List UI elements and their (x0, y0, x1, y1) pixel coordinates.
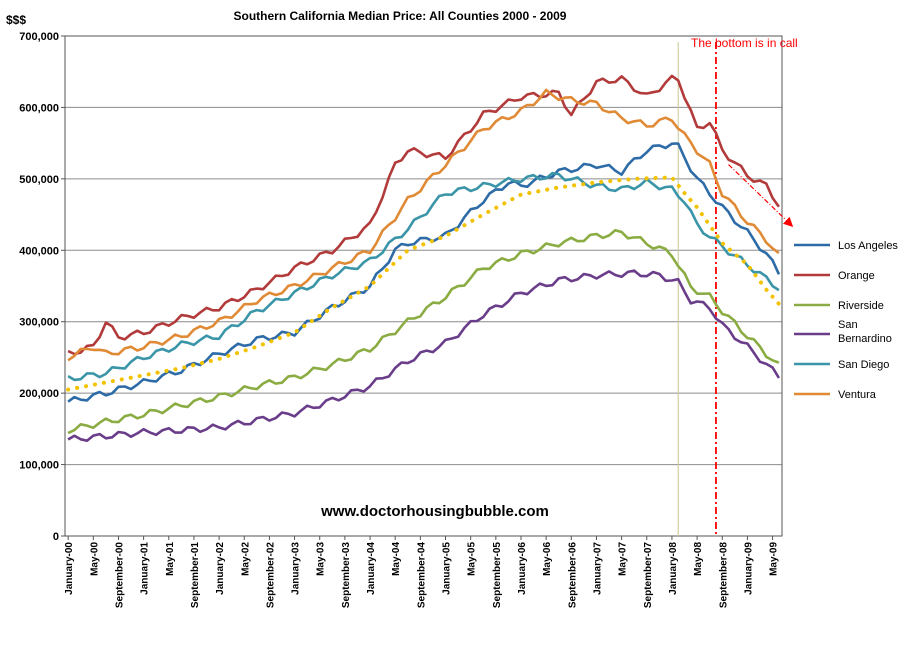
series-lines (66, 74, 781, 443)
series-line (67, 269, 781, 443)
x-tick-label: May-05 (467, 542, 478, 576)
plot-border (64, 35, 783, 537)
x-tick-label: September-01 (190, 542, 201, 609)
event-markers (677, 42, 717, 536)
y-tick-label: 200,000 (19, 388, 59, 400)
gridlines (65, 35, 782, 466)
x-tick-label: May-03 (316, 542, 327, 576)
x-tick-label: January-03 (291, 542, 302, 595)
x-tick-label: May-06 (542, 542, 553, 576)
series-line (67, 142, 781, 403)
legend-label: Orange (838, 270, 875, 282)
x-tick-label: January-05 (442, 542, 453, 595)
y-tick-label: 100,000 (19, 460, 59, 472)
watermark-text: www.doctorhousingbubble.com (320, 503, 549, 520)
x-tick-label: May-04 (391, 542, 402, 576)
x-axis: January-00 May-00 September-00 January-01 Ma… (64, 536, 780, 609)
x-tick-label: January-02 (215, 542, 226, 595)
legend-label: Ventura (838, 389, 877, 401)
legend-label: Bernardino (838, 333, 892, 345)
y-tick-label: 700,000 (19, 31, 59, 43)
x-tick-label: May-01 (165, 542, 176, 576)
trend-arrow (728, 164, 794, 227)
y-tick-label: 0 (53, 531, 59, 543)
legend-label: Riverside (838, 300, 884, 312)
legend-label: San Diego (838, 359, 889, 371)
series-line (67, 88, 780, 362)
x-tick-label: September-04 (416, 542, 427, 609)
x-tick-label: May-07 (618, 542, 629, 576)
x-tick-label: September-06 (567, 542, 578, 609)
x-tick-label: September-00 (114, 542, 125, 609)
x-tick-label: September-05 (492, 542, 503, 609)
x-tick-label: January-08 (668, 542, 679, 595)
x-tick-label: September-03 (341, 542, 352, 609)
x-tick-label: January-09 (743, 542, 754, 595)
series-line (66, 175, 781, 392)
x-tick-label: January-00 (64, 542, 75, 595)
y-axis: 0 100,000 200,000 300,000 400,000 500,000 600,… (19, 31, 65, 543)
legend-label: San (838, 319, 858, 331)
x-tick-label: January-01 (140, 542, 151, 595)
x-tick-label: January-04 (366, 542, 377, 595)
x-tick-label: September-07 (643, 542, 654, 609)
chart-title: Southern California Median Price: All Co… (234, 9, 567, 23)
x-tick-label: January-07 (592, 542, 603, 595)
x-tick-label: January-06 (517, 542, 528, 595)
x-tick-label: May-00 (89, 542, 100, 576)
y-tick-label: 600,000 (19, 102, 59, 114)
y-tick-label: 400,000 (19, 245, 59, 257)
x-tick-label: May-09 (769, 542, 780, 576)
x-tick-label: May-02 (240, 542, 251, 576)
y-axis-unit: $$$ (6, 13, 26, 27)
series-line (67, 228, 780, 435)
y-tick-label: 500,000 (19, 174, 59, 186)
y-tick-label: 300,000 (19, 317, 59, 329)
x-tick-label: September-02 (265, 542, 276, 609)
legend-label: Los Angeles (838, 240, 898, 252)
series-line (67, 74, 780, 356)
series-line (67, 171, 780, 382)
x-tick-label: September-08 (718, 542, 729, 609)
annotation-text: The bottom is in call (691, 36, 798, 50)
legend: Los Angeles Orange Riverside San Bernardino S… (794, 240, 898, 401)
x-tick-label: May-08 (693, 542, 704, 576)
